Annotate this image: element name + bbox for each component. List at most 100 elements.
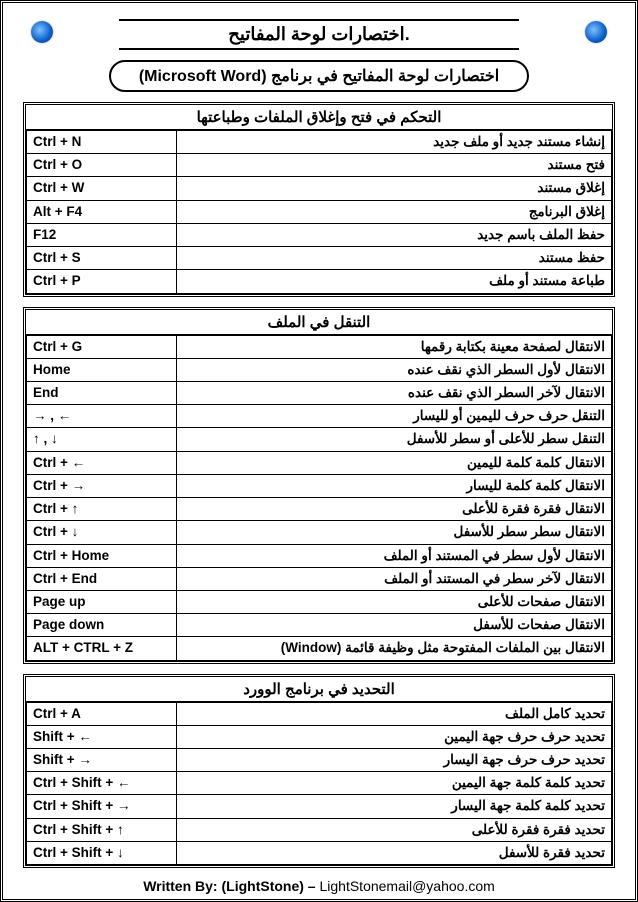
shortcut-key: ↑ , ↓	[27, 428, 177, 451]
table-row: ALT + CTRL + Zالانتقال بين الملفات المفت…	[27, 637, 612, 660]
shortcut-key: Shift + ←	[27, 725, 177, 748]
section-header: التنقل في الملف	[26, 310, 612, 335]
table-row: Ctrl + Aتحديد كامل الملف	[27, 702, 612, 725]
subtitle: اختصارات لوحة المفاتيح في برنامج (Micros…	[109, 60, 529, 92]
shortcut-key: Ctrl + Shift + →	[27, 795, 177, 818]
shortcut-key: Page up	[27, 590, 177, 613]
main-title: اختصارات لوحة المفاتيح.	[159, 21, 479, 48]
shortcut-desc: تحديد كلمة كلمة جهة اليمين	[177, 772, 612, 795]
shortcut-key: Ctrl + End	[27, 567, 177, 590]
shortcut-desc: التنقل سطر للأعلى أو سطر للأسفل	[177, 428, 612, 451]
shortcut-key: Shift + →	[27, 749, 177, 772]
shortcut-key: Ctrl + A	[27, 702, 177, 725]
shortcut-desc: فتح مستند	[177, 154, 612, 177]
shortcut-key: Ctrl + Shift + ↓	[27, 841, 177, 864]
shortcut-desc: التنقل حرف حرف لليمين أو لليسار	[177, 405, 612, 428]
table-row: Ctrl + Gالانتقال لصفحة معينة بكتابة رقمه…	[27, 335, 612, 358]
shortcut-key: F12	[27, 223, 177, 246]
shortcut-desc: تحديد كلمة كلمة جهة اليسار	[177, 795, 612, 818]
shortcut-desc: الانتقال فقرة فقرة للأعلى	[177, 498, 612, 521]
table-row: Ctrl + ←الانتقال كلمة كلمة لليمين	[27, 451, 612, 474]
section: التنقل في الملفCtrl + Gالانتقال لصفحة مع…	[23, 307, 615, 664]
table-row: Ctrl + Shift + ↑تحديد فقرة فقرة للأعلى	[27, 818, 612, 841]
table-row: Alt + F4إغلاق البرنامج	[27, 200, 612, 223]
shortcut-desc: تحديد فقرة فقرة للأعلى	[177, 818, 612, 841]
shortcut-desc: الانتقال لآخر السطر الذي نقف عنده	[177, 381, 612, 404]
section-header: التحديد في برنامج الوورد	[26, 677, 612, 702]
shortcut-key: → , ←	[27, 405, 177, 428]
shortcut-desc: إغلاق البرنامج	[177, 200, 612, 223]
shortcut-desc: الانتقال كلمة كلمة لليمين	[177, 451, 612, 474]
table-row: Shift + ←تحديد حرف حرف جهة اليمين	[27, 725, 612, 748]
shortcut-key: Ctrl + →	[27, 474, 177, 497]
table-row: Ctrl + Shift + →تحديد كلمة كلمة جهة اليس…	[27, 795, 612, 818]
shortcut-desc: تحديد فقرة للأسفل	[177, 841, 612, 864]
section: التحكم في فتح وإغلاق الملفات وطباعتهاCtr…	[23, 102, 615, 297]
shortcut-key: Ctrl + N	[27, 131, 177, 154]
table-row: Ctrl + Sحفظ مستند	[27, 247, 612, 270]
shortcut-key: End	[27, 381, 177, 404]
table-row: Ctrl + Shift + ↓تحديد فقرة للأسفل	[27, 841, 612, 864]
main-title-band: اختصارات لوحة المفاتيح.	[159, 19, 479, 50]
shortcut-key: Page down	[27, 614, 177, 637]
shortcut-desc: إغلاق مستند	[177, 177, 612, 200]
shortcut-key: Ctrl + G	[27, 335, 177, 358]
windows-logo-icon-right	[585, 21, 607, 43]
table-row: → , ←التنقل حرف حرف لليمين أو لليسار	[27, 405, 612, 428]
table-row: ↑ , ↓التنقل سطر للأعلى أو سطر للأسفل	[27, 428, 612, 451]
shortcuts-table: Ctrl + Nإنشاء مستند جديد أو ملف جديدCtrl…	[26, 130, 612, 294]
sections-container: التحكم في فتح وإغلاق الملفات وطباعتهاCtr…	[23, 102, 615, 868]
shortcut-key: Alt + F4	[27, 200, 177, 223]
shortcut-desc: تحديد حرف حرف جهة اليسار	[177, 749, 612, 772]
shortcut-desc: حفظ الملف باسم جديد	[177, 223, 612, 246]
table-row: F12حفظ الملف باسم جديد	[27, 223, 612, 246]
windows-logo-icon-left	[31, 21, 53, 43]
shortcut-desc: الانتقال لأول سطر في المستند أو الملف	[177, 544, 612, 567]
shortcut-desc: تحديد حرف حرف جهة اليمين	[177, 725, 612, 748]
subtitle-en: (Microsoft Word)	[139, 68, 267, 85]
shortcut-desc: طباعة مستند أو ملف	[177, 270, 612, 293]
shortcut-key: ALT + CTRL + Z	[27, 637, 177, 660]
shortcut-key: Ctrl + Shift + ←	[27, 772, 177, 795]
shortcut-desc: الانتقال بين الملفات المفتوحة مثل وظيفة …	[177, 637, 612, 660]
shortcut-key: Ctrl + O	[27, 154, 177, 177]
shortcut-desc: الانتقال لأول السطر الذي نقف عنده	[177, 358, 612, 381]
shortcut-key: Ctrl + S	[27, 247, 177, 270]
shortcut-key: Ctrl + ←	[27, 451, 177, 474]
table-row: Shift + →تحديد حرف حرف جهة اليسار	[27, 749, 612, 772]
footer-written: Written By: (LightStone) –	[143, 878, 319, 894]
shortcut-desc: تحديد كامل الملف	[177, 702, 612, 725]
shortcuts-table: Ctrl + Aتحديد كامل الملفShift + ←تحديد ح…	[26, 702, 612, 866]
shortcut-key: Ctrl + ↑	[27, 498, 177, 521]
table-row: Ctrl + Wإغلاق مستند	[27, 177, 612, 200]
shortcut-key: Ctrl + W	[27, 177, 177, 200]
table-row: Ctrl + Homeالانتقال لأول سطر في المستند …	[27, 544, 612, 567]
shortcut-key: Ctrl + P	[27, 270, 177, 293]
shortcut-key: Home	[27, 358, 177, 381]
shortcut-desc: الانتقال صفحات للأعلى	[177, 590, 612, 613]
shortcut-desc: الانتقال لصفحة معينة بكتابة رقمها	[177, 335, 612, 358]
section-header: التحكم في فتح وإغلاق الملفات وطباعتها	[26, 105, 612, 130]
shortcut-desc: الانتقال سطر سطر للأسفل	[177, 521, 612, 544]
table-row: Ctrl + ↓الانتقال سطر سطر للأسفل	[27, 521, 612, 544]
table-row: Ctrl + Pطباعة مستند أو ملف	[27, 270, 612, 293]
table-row: Page upالانتقال صفحات للأعلى	[27, 590, 612, 613]
shortcut-desc: الانتقال صفحات للأسفل	[177, 614, 612, 637]
shortcut-desc: حفظ مستند	[177, 247, 612, 270]
shortcuts-table: Ctrl + Gالانتقال لصفحة معينة بكتابة رقمه…	[26, 335, 612, 661]
shortcut-desc: الانتقال لآخر سطر في المستند أو الملف	[177, 567, 612, 590]
section: التحديد في برنامج الووردCtrl + Aتحديد كا…	[23, 674, 615, 869]
footer: Written By: (LightStone) – LightStonemai…	[23, 878, 615, 894]
shortcut-key: Ctrl + Shift + ↑	[27, 818, 177, 841]
shortcut-desc: الانتقال كلمة كلمة لليسار	[177, 474, 612, 497]
footer-email: LightStonemail@yahoo.com	[319, 878, 494, 894]
table-row: Ctrl + ↑الانتقال فقرة فقرة للأعلى	[27, 498, 612, 521]
shortcut-key: Ctrl + ↓	[27, 521, 177, 544]
table-row: Homeالانتقال لأول السطر الذي نقف عنده	[27, 358, 612, 381]
shortcut-key: Ctrl + Home	[27, 544, 177, 567]
table-row: Ctrl + Endالانتقال لآخر سطر في المستند أ…	[27, 567, 612, 590]
table-row: Ctrl + Shift + ←تحديد كلمة كلمة جهة اليم…	[27, 772, 612, 795]
table-row: Ctrl + Nإنشاء مستند جديد أو ملف جديد	[27, 131, 612, 154]
table-row: Page downالانتقال صفحات للأسفل	[27, 614, 612, 637]
table-row: Ctrl + →الانتقال كلمة كلمة لليسار	[27, 474, 612, 497]
